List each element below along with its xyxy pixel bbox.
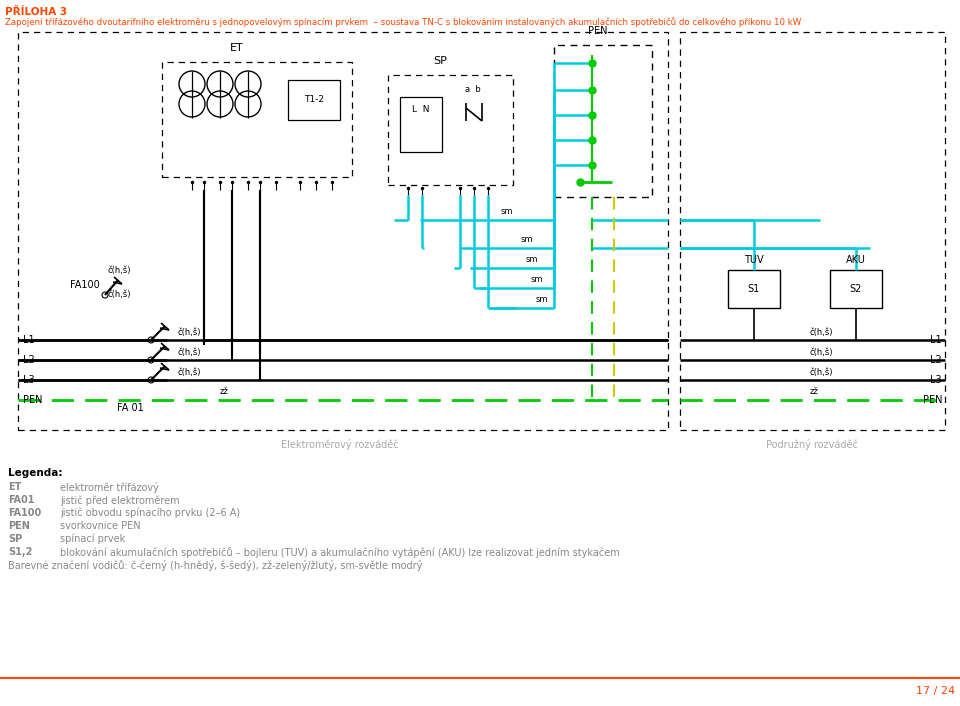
Text: ET: ET: [230, 43, 244, 53]
Text: Podružný rozváděč: Podružný rozváděč: [766, 440, 858, 450]
Text: FA100: FA100: [70, 280, 100, 290]
Text: SP: SP: [433, 56, 447, 66]
Text: S1: S1: [748, 284, 760, 294]
Text: Legenda:: Legenda:: [8, 468, 62, 478]
Text: ET: ET: [8, 482, 21, 492]
Text: č(h,š): č(h,š): [810, 328, 833, 337]
Text: Barevné značení vodičů: č-černý (h-hnědý, š-šedý), zž-zelený/žlutý, sm-světle mo: Barevné značení vodičů: č-černý (h-hnědý…: [8, 560, 422, 571]
Text: FA01: FA01: [8, 495, 35, 505]
Text: a  b: a b: [466, 85, 481, 95]
Text: SP: SP: [8, 534, 22, 544]
Text: č(h,š): č(h,š): [178, 349, 202, 357]
Text: L2: L2: [930, 355, 942, 365]
Text: č(h,š): č(h,š): [178, 369, 202, 378]
Text: jistič obvodu spínacího prvku (2–6 A): jistič obvodu spínacího prvku (2–6 A): [60, 508, 240, 518]
Text: FA 01: FA 01: [116, 403, 143, 413]
Text: Elektroměrový rozváděč: Elektroměrový rozváděč: [281, 440, 398, 450]
Text: sm: sm: [536, 296, 548, 304]
Text: PEN: PEN: [588, 26, 608, 36]
Text: L3: L3: [23, 375, 35, 385]
Bar: [288, 80, 340, 120]
Text: FA100: FA100: [8, 508, 41, 518]
Text: sm: sm: [520, 236, 533, 244]
Text: sm: sm: [501, 208, 514, 217]
Text: č(h,š): č(h,š): [810, 369, 833, 378]
Text: zž: zž: [810, 388, 819, 397]
Text: S1,2: S1,2: [8, 547, 33, 557]
Text: L  N: L N: [412, 105, 430, 114]
Bar: [388, 75, 513, 185]
Bar: [830, 270, 882, 308]
Text: sm: sm: [531, 275, 543, 285]
Text: blokování akumulačních spotřebičů – bojleru (TUV) a akumulačního vytápění (AKU) : blokování akumulačních spotřebičů – bojl…: [60, 547, 620, 558]
Text: elektroměr třífázový: elektroměr třífázový: [60, 482, 158, 493]
Text: svorkovnice PEN: svorkovnice PEN: [60, 521, 140, 531]
Text: č(h,š): č(h,š): [107, 290, 131, 299]
Bar: [680, 32, 945, 430]
Bar: [728, 270, 780, 308]
Text: Zapojení třífázového dvoutarifního elektroměru s jednopovelovým spínacím prvkem : Zapojení třífázového dvoutarifního elekt…: [5, 17, 802, 27]
Bar: [162, 62, 352, 177]
Bar: [18, 32, 668, 430]
Text: AKU: AKU: [846, 255, 866, 265]
Text: L3: L3: [930, 375, 942, 385]
Text: L1: L1: [930, 335, 942, 345]
Text: č(h,š): č(h,š): [107, 265, 131, 275]
Text: L2: L2: [23, 355, 35, 365]
Text: č(h,š): č(h,š): [178, 328, 202, 337]
Text: TUV: TUV: [744, 255, 764, 265]
Text: PŘÍLOHA 3: PŘÍLOHA 3: [5, 7, 67, 17]
Text: T1-2: T1-2: [304, 95, 324, 104]
Bar: [554, 45, 652, 197]
Text: zž: zž: [220, 388, 228, 397]
Bar: [400, 97, 442, 152]
Text: 17 / 24: 17 / 24: [916, 686, 955, 696]
Text: spínací prvek: spínací prvek: [60, 534, 125, 544]
Text: PEN: PEN: [8, 521, 30, 531]
Text: č(h,š): č(h,š): [810, 349, 833, 357]
Text: jistič před elektroměrem: jistič před elektroměrem: [60, 495, 180, 505]
Text: S2: S2: [850, 284, 862, 294]
Text: sm: sm: [526, 256, 539, 265]
Text: PEN: PEN: [23, 395, 42, 405]
Text: PEN: PEN: [923, 395, 942, 405]
Text: L1: L1: [23, 335, 35, 345]
